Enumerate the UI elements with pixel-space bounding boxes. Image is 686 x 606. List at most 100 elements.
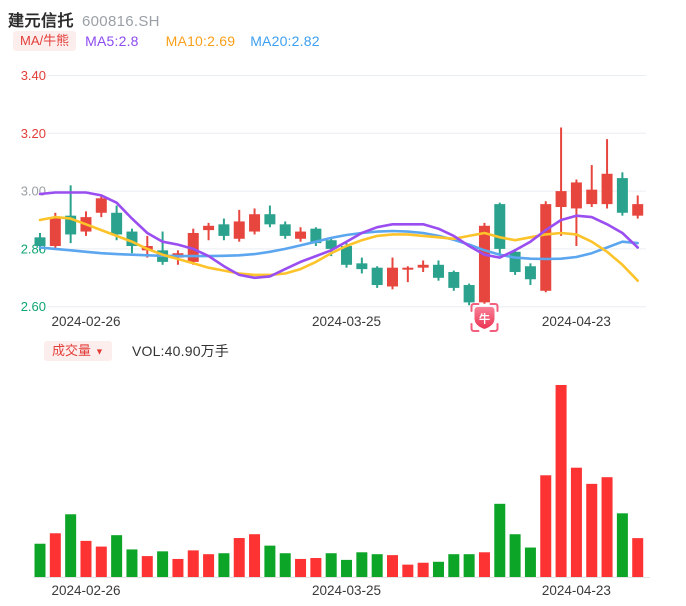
volume-bar[interactable] <box>509 534 521 577</box>
candle-body <box>417 264 429 268</box>
candle[interactable] <box>432 260 444 281</box>
focus-bracket-icon <box>470 303 499 332</box>
y-axis-label: 3.20 <box>21 126 46 141</box>
candle-body <box>402 267 414 270</box>
candle-body <box>601 173 613 205</box>
volume-bar[interactable] <box>157 551 169 577</box>
candle[interactable] <box>157 231 169 265</box>
candle-body <box>95 198 107 213</box>
candle[interactable] <box>402 266 414 283</box>
chevron-down-icon: ▼ <box>95 346 104 357</box>
volume-bar[interactable] <box>417 562 429 577</box>
candle-body <box>279 224 291 236</box>
candle[interactable] <box>356 257 368 274</box>
candle[interactable] <box>601 139 613 209</box>
candle-body <box>448 272 460 288</box>
candle[interactable] <box>463 283 475 306</box>
volume-bar[interactable] <box>141 556 153 577</box>
candle-body <box>233 221 245 239</box>
volume-indicator-selector[interactable]: 成交量 ▼ <box>44 341 112 361</box>
volume-bar[interactable] <box>632 538 644 577</box>
volume-bar[interactable] <box>203 554 215 577</box>
volume-bar[interactable] <box>478 552 490 577</box>
candle[interactable] <box>417 260 429 273</box>
volume-bar[interactable] <box>310 557 322 577</box>
volume-bar[interactable] <box>386 555 398 577</box>
candle-body <box>34 237 46 247</box>
candle[interactable] <box>478 222 490 304</box>
volume-bar[interactable] <box>586 483 598 577</box>
candle-body <box>386 267 398 287</box>
candle[interactable] <box>95 195 107 218</box>
candle[interactable] <box>295 227 307 242</box>
volume-bar[interactable] <box>463 554 475 577</box>
volume-bar[interactable] <box>524 547 536 577</box>
volume-bar[interactable] <box>218 553 230 577</box>
volume-bar[interactable] <box>601 477 613 577</box>
candle[interactable] <box>371 266 383 288</box>
volume-bar[interactable] <box>34 543 46 577</box>
volume-bar[interactable] <box>187 550 199 577</box>
ma10-value: MA10:2.69 <box>165 33 236 49</box>
volume-bar[interactable] <box>325 553 337 577</box>
candle[interactable] <box>49 212 61 249</box>
candle[interactable] <box>249 208 261 235</box>
volume-bar[interactable] <box>540 475 552 577</box>
volume-legend: 成交量 ▼ VOL:40.90万手 <box>44 341 229 361</box>
ma20-value: MA20:2.82 <box>250 33 320 49</box>
candle[interactable] <box>65 185 77 244</box>
volume-value: VOL:40.90万手 <box>131 343 230 359</box>
volume-bar[interactable] <box>341 559 353 577</box>
volume-bar[interactable] <box>616 513 628 577</box>
candle[interactable] <box>586 165 598 207</box>
volume-bar[interactable] <box>80 540 92 577</box>
volume-bar[interactable] <box>356 552 368 577</box>
candle[interactable] <box>509 248 521 275</box>
candle[interactable] <box>555 127 567 236</box>
volume-bar[interactable] <box>494 503 506 577</box>
volume-bar[interactable] <box>95 546 107 577</box>
candle[interactable] <box>218 218 230 241</box>
candle[interactable] <box>386 257 398 290</box>
candle[interactable] <box>494 202 506 257</box>
candle-body <box>49 217 61 247</box>
candle[interactable] <box>233 209 245 242</box>
bull-signal-marker[interactable]: 牛 <box>470 303 499 332</box>
candle[interactable] <box>279 221 291 239</box>
candle-body <box>632 204 644 216</box>
volume-bar[interactable] <box>570 467 582 577</box>
candle-body <box>310 228 322 244</box>
candle[interactable] <box>616 172 628 216</box>
volume-bar[interactable] <box>111 535 123 577</box>
candle[interactable] <box>524 263 536 286</box>
volume-bar[interactable] <box>555 384 567 577</box>
candle[interactable] <box>111 205 123 241</box>
candle-body <box>463 285 475 303</box>
candle-body <box>325 240 337 249</box>
volume-bar[interactable] <box>49 533 61 577</box>
ma-indicator-selector[interactable]: MA/牛熊 <box>13 31 77 51</box>
candle-body <box>570 182 582 209</box>
volume-bar[interactable] <box>295 558 307 577</box>
candle-body <box>295 231 307 239</box>
volume-bar[interactable] <box>402 564 414 577</box>
volume-bar[interactable] <box>249 534 261 577</box>
volume-bar[interactable] <box>233 538 245 577</box>
ma20-line <box>38 229 639 261</box>
candle[interactable] <box>448 270 460 291</box>
volume-bar[interactable] <box>65 514 77 577</box>
volume-bar[interactable] <box>279 553 291 577</box>
volume-bar[interactable] <box>172 558 184 577</box>
candle[interactable] <box>540 201 552 293</box>
candle[interactable] <box>203 222 215 241</box>
candle[interactable] <box>632 195 644 219</box>
candle[interactable] <box>187 228 199 265</box>
volume-bar[interactable] <box>448 554 460 577</box>
volume-bar[interactable] <box>432 561 444 577</box>
volume-bar[interactable] <box>264 545 276 577</box>
volume-bar[interactable] <box>126 549 138 577</box>
candle[interactable] <box>264 205 276 228</box>
volume-bar[interactable] <box>371 554 383 577</box>
